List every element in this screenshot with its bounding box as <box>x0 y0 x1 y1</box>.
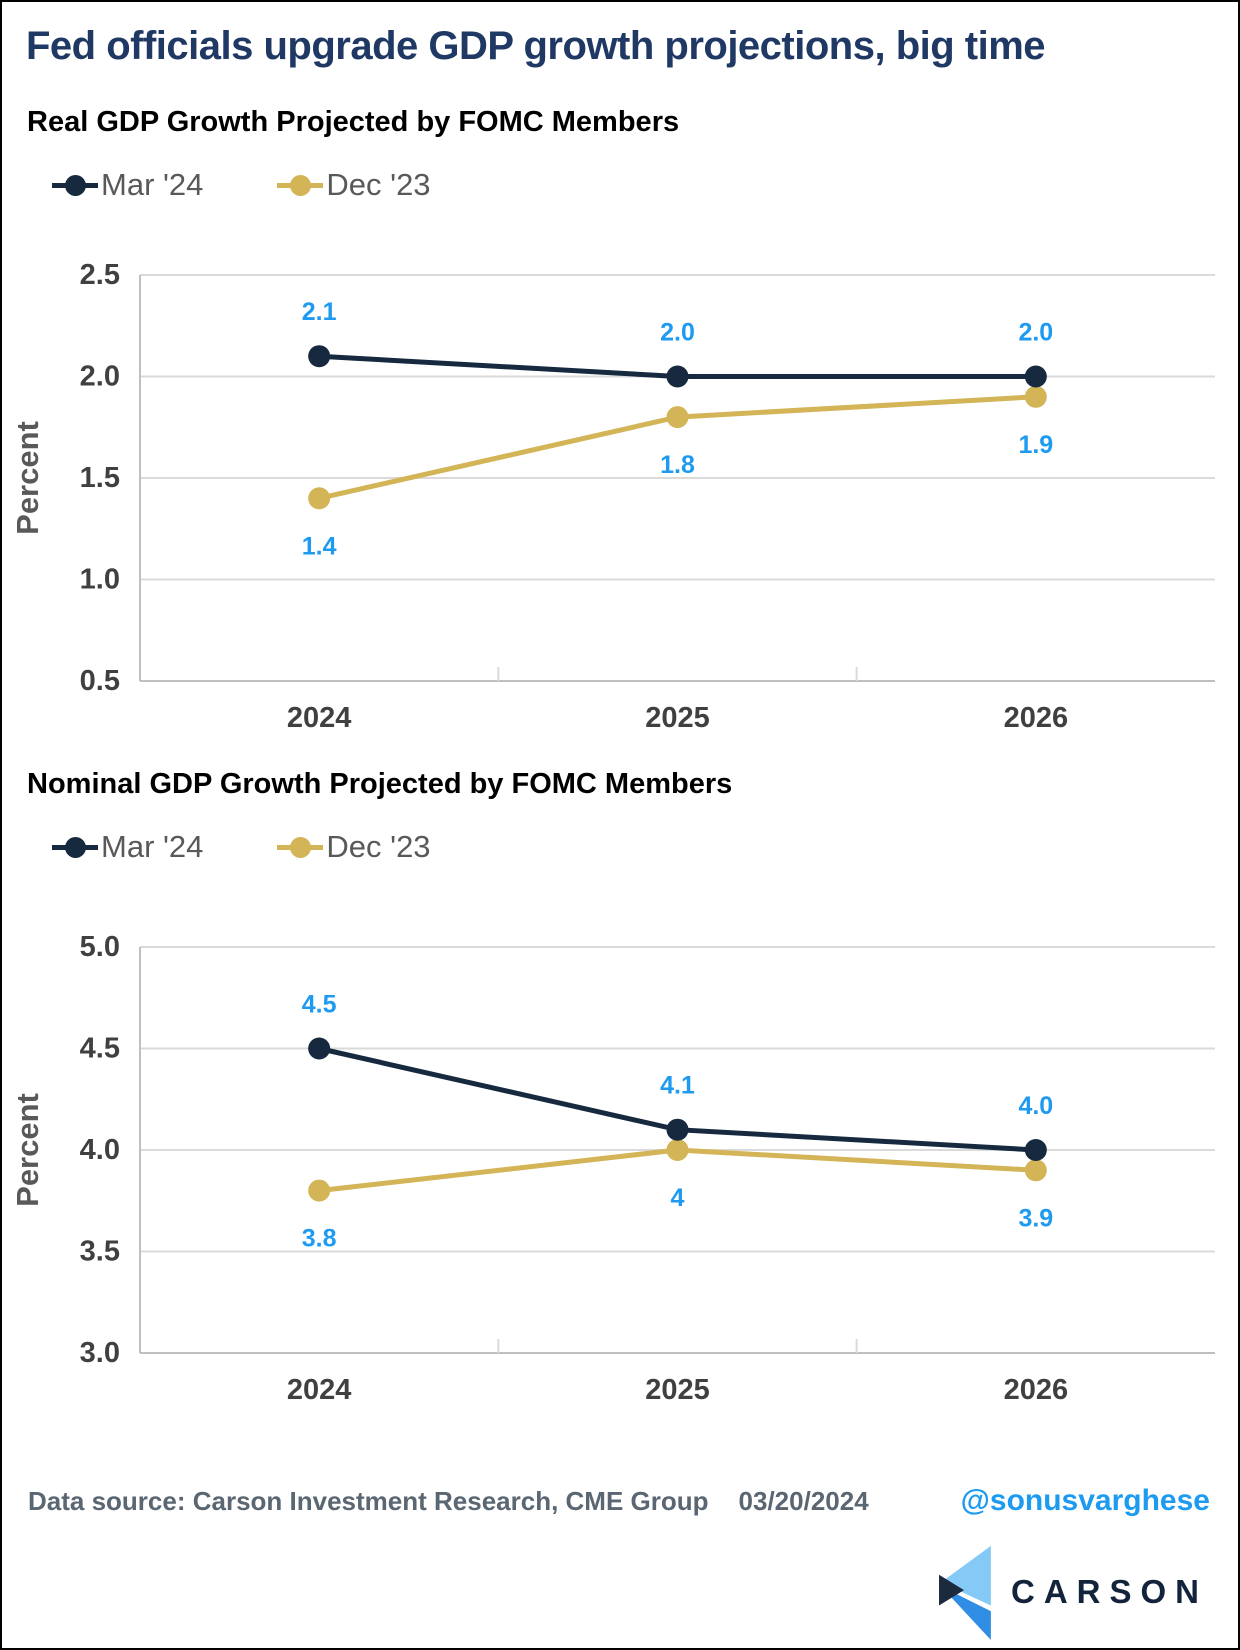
y-tick-label: 3.0 <box>80 1337 120 1369</box>
data-point <box>1024 385 1047 408</box>
legend-item-mar24: Mar '24 <box>52 167 203 203</box>
brand-logo: CARSON <box>2 1544 1208 1640</box>
data-point <box>1024 1139 1047 1161</box>
y-tick-label: 2.5 <box>80 259 120 291</box>
x-tick-label: 2026 <box>1004 702 1069 734</box>
footer: Data source: Carson Investment Research,… <box>28 1484 1210 1518</box>
data-label: 1.9 <box>1018 431 1053 459</box>
line-marker-icon <box>277 174 324 196</box>
legend-item-dec23: Dec '23 <box>277 167 431 203</box>
data-point <box>666 406 689 429</box>
data-label: 1.4 <box>302 532 337 560</box>
data-point <box>308 1179 331 1202</box>
data-point <box>666 1118 689 1141</box>
x-tick-labels: 2024 2025 2026 <box>287 1374 1068 1406</box>
chart1-legend: Mar '24 Dec '23 <box>52 166 1238 204</box>
series-Dec '23: 1.4 1.8 1.9 <box>302 385 1053 560</box>
data-label: 2.0 <box>1018 319 1053 347</box>
y-tick-label: 3.5 <box>80 1236 120 1268</box>
axes <box>139 275 1215 682</box>
line-marker-icon <box>277 836 324 858</box>
data-point <box>308 345 331 368</box>
data-label: 3.9 <box>1018 1204 1053 1232</box>
data-source-text: Data source: Carson Investment Research,… <box>28 1486 709 1516</box>
y-tick-labels: 3.0 3.5 4.0 4.5 5.0 <box>80 931 120 1369</box>
footer-source-block: Data source: Carson Investment Research,… <box>28 1486 869 1517</box>
legend-item-mar24: Mar '24 <box>52 829 203 865</box>
x-tick-labels: 2024 2025 2026 <box>287 702 1068 734</box>
carson-wordmark: CARSON <box>1010 1573 1208 1610</box>
social-handle: @sonusvarghese <box>960 1484 1210 1517</box>
data-label: 4 <box>671 1184 685 1212</box>
data-point <box>1024 1159 1047 1182</box>
y-tick-label: 4.0 <box>80 1134 120 1166</box>
legend-item-dec23: Dec '23 <box>277 829 431 865</box>
legend-label-dec23: Dec '23 <box>326 167 431 202</box>
line-marker-icon <box>52 836 98 858</box>
chart-date: 03/20/2024 <box>738 1486 869 1516</box>
page-title: Fed officials upgrade GDP growth project… <box>26 24 1046 68</box>
data-point <box>666 365 689 388</box>
x-tick-label: 2025 <box>645 1374 710 1406</box>
legend-label-mar24: Mar '24 <box>101 829 204 864</box>
y-tick-label: 5.0 <box>80 931 120 963</box>
y-tick-label: 4.5 <box>80 1033 120 1065</box>
data-label: 3.8 <box>302 1225 337 1253</box>
y-axis-title: Percent <box>10 1093 45 1207</box>
series-Mar '24: 2.1 2.0 2.0 <box>302 298 1053 388</box>
data-label: 2.1 <box>302 298 337 326</box>
y-tick-labels: 0.5 1.0 1.5 2.0 2.5 <box>80 259 120 697</box>
data-label: 4.5 <box>302 991 337 1019</box>
logo-light-shape <box>940 1545 991 1606</box>
y-tick-label: 0.5 <box>80 665 120 697</box>
y-axis-title: Percent <box>10 421 45 535</box>
x-tick-label: 2025 <box>645 702 710 734</box>
chart2-legend: Mar '24 Dec '23 <box>52 828 1238 866</box>
series-Mar '24: 4.5 4.1 4.0 <box>302 991 1053 1161</box>
x-tick-label: 2024 <box>287 1374 352 1406</box>
data-point <box>666 1139 689 1161</box>
data-label: 4.1 <box>660 1072 695 1100</box>
data-label: 4.0 <box>1018 1092 1053 1120</box>
x-tick-label: 2026 <box>1004 1374 1069 1406</box>
data-point <box>308 487 331 510</box>
logo-dark-shape <box>939 1574 964 1606</box>
chart1-title: Real GDP Growth Projected by FOMC Member… <box>27 106 680 138</box>
data-point <box>1024 365 1047 388</box>
data-label: 1.8 <box>660 451 695 479</box>
legend-label-dec23: Dec '23 <box>326 829 431 864</box>
data-label: 2.0 <box>660 319 695 347</box>
line-marker-icon <box>52 174 98 196</box>
series-Dec '23: 3.8 4 3.9 <box>302 1139 1053 1253</box>
y-tick-label: 2.0 <box>80 361 120 393</box>
y-tick-label: 1.0 <box>80 564 120 596</box>
axes <box>139 947 1215 1354</box>
x-tick-label: 2024 <box>287 702 352 734</box>
legend-label-mar24: Mar '24 <box>101 167 204 202</box>
chart1-plot: 0.5 1.0 1.5 2.0 2.5 Percent 2024 2025 2026 1.4 1.8… <box>10 259 1215 734</box>
data-point <box>308 1037 331 1060</box>
carson-logo-icon <box>939 1545 991 1640</box>
y-tick-label: 1.5 <box>80 462 120 494</box>
chart2-title: Nominal GDP Growth Projected by FOMC Mem… <box>27 768 733 800</box>
